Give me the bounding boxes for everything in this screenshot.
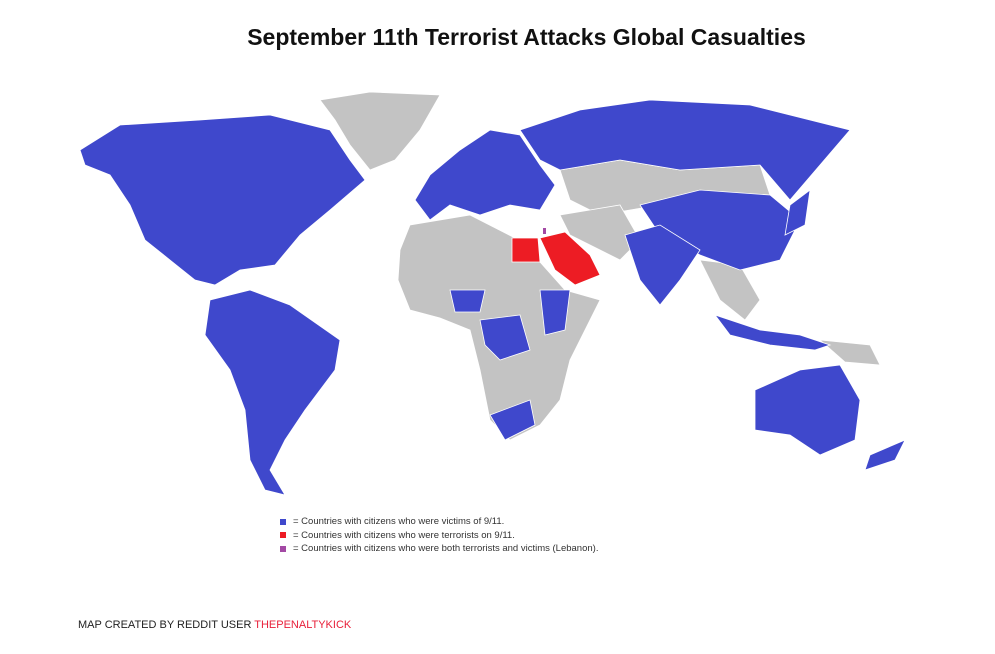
new-guinea xyxy=(818,339,881,366)
north-america xyxy=(79,114,366,286)
russia xyxy=(519,99,851,201)
japan xyxy=(784,189,811,236)
australia xyxy=(754,364,861,456)
credit-prefix: MAP CREATED BY REDDIT USER xyxy=(78,619,255,631)
lebanon xyxy=(543,228,546,234)
indonesia xyxy=(713,314,832,351)
middle-east xyxy=(559,204,641,261)
central-africa xyxy=(479,314,531,361)
legend-item-victims: = Countries with citizens who were victi… xyxy=(280,515,598,529)
map-title: September 11th Terrorist Attacks Global … xyxy=(247,24,806,50)
legend-swatch-red xyxy=(280,532,286,539)
egypt xyxy=(511,237,541,263)
europe xyxy=(414,129,556,221)
east-africa xyxy=(539,289,571,336)
new-zealand xyxy=(864,439,906,471)
south-africa xyxy=(489,399,536,441)
map-legend: = Countries with citizens who were victi… xyxy=(280,515,598,556)
legend-swatch-blue xyxy=(280,518,286,525)
map-credit: MAP CREATED BY REDDIT USER THEPENALTYKIC… xyxy=(78,619,351,631)
credit-user-link[interactable]: THEPENALTYKICK xyxy=(254,619,352,631)
legend-label: = Countries with citizens who were terro… xyxy=(293,529,515,541)
saudi-arabia xyxy=(539,231,601,286)
legend-swatch-purple xyxy=(280,545,286,552)
india xyxy=(624,224,701,306)
west-africa xyxy=(449,289,486,313)
legend-item-both: = Countries with citizens who were both … xyxy=(280,542,598,556)
legend-label: = Countries with citizens who were victi… xyxy=(293,516,505,527)
legend-item-terrorists: = Countries with citizens who were terro… xyxy=(280,529,598,543)
south-america xyxy=(204,289,341,496)
greenland xyxy=(319,91,441,171)
legend-label: = Countries with citizens who were both … xyxy=(293,543,599,554)
southeast-asia xyxy=(699,259,761,321)
